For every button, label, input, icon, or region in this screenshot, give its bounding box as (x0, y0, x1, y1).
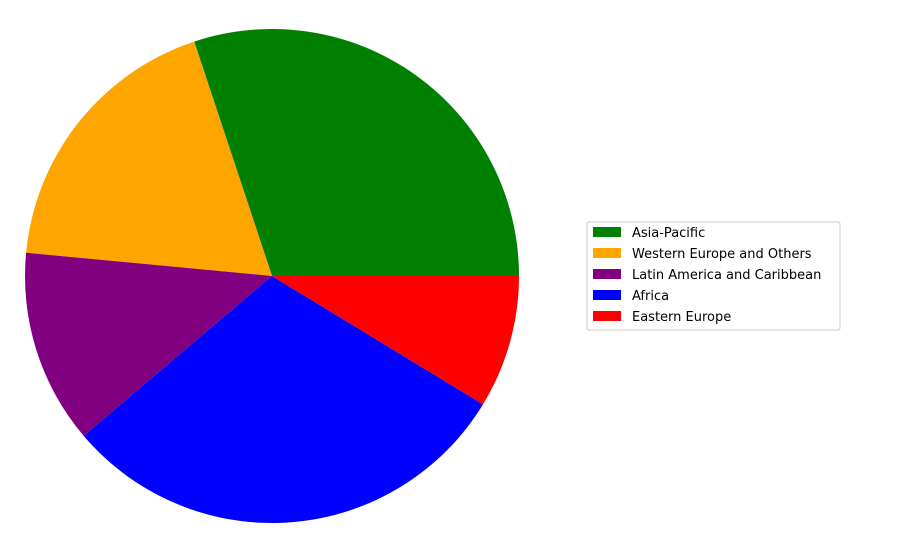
legend-label-western-europe-and-others: Western Europe and Others (632, 247, 812, 262)
legend-swatch-latin-america-and-caribbean (593, 269, 621, 279)
legend-swatch-asia-pacific (593, 227, 621, 237)
legend-items: Asia-Pacific Western Europe and Others Lat… (593, 226, 821, 325)
pie-slices (25, 29, 519, 523)
legend-label-eastern-europe: Eastern Europe (632, 310, 731, 325)
legend-swatch-eastern-europe (593, 311, 621, 321)
legend-frame (586, 221, 841, 331)
legend-swatch-africa (593, 290, 621, 300)
legend-label-africa: Africa (632, 289, 669, 304)
pie-slice-africa (83, 276, 484, 523)
legend: Asia-Pacific Western Europe and Others Lat… (586, 221, 841, 331)
legend-swatch-western-europe-and-others (593, 248, 621, 258)
pie-slice-latin-america-and-caribbean (25, 252, 273, 436)
pie-slice-western-europe-and-others (26, 41, 273, 276)
legend-label-latin-america-and-caribbean: Latin America and Caribbean (632, 268, 821, 283)
pie-slice-asia-pacific (194, 29, 519, 276)
pie-slice-eastern-europe (272, 276, 519, 405)
legend-label-asia-pacific: Asia-Pacific (632, 226, 705, 241)
